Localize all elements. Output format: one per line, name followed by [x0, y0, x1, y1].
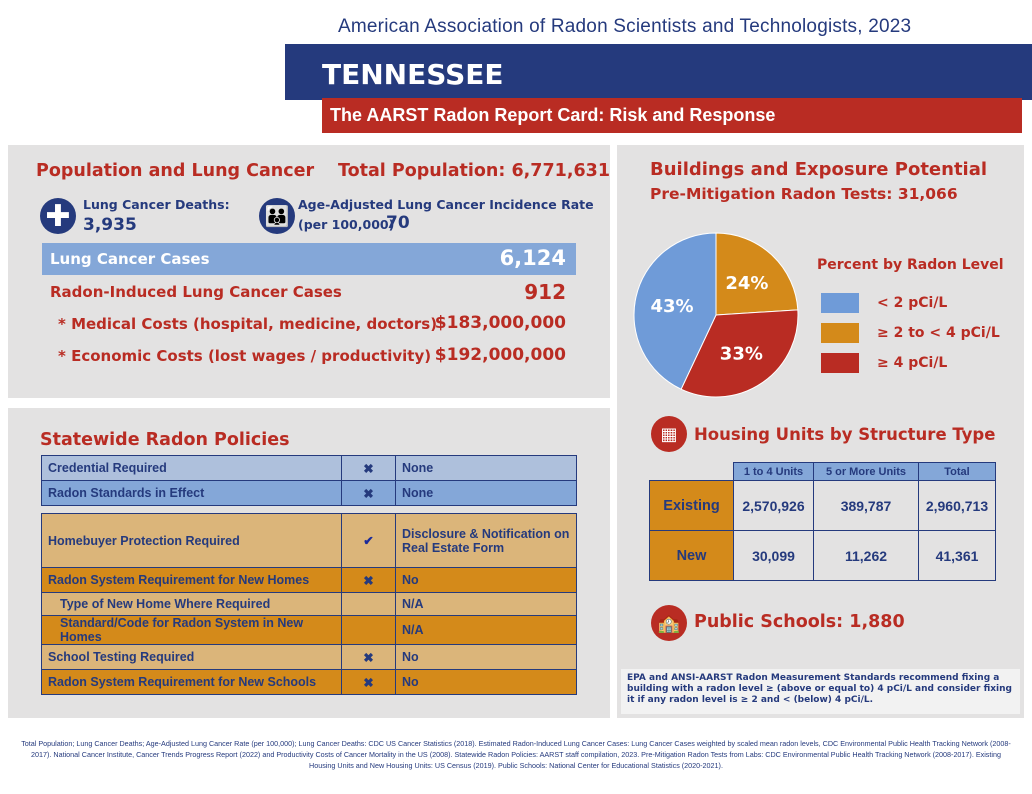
- policy-label: Radon System Requirement for New Homes: [41, 567, 342, 593]
- pie-slice: [680, 309, 799, 398]
- sources-footer: Total Population; Lung Cancer Deaths; Ag…: [21, 739, 1011, 770]
- policy-label: Credential Required: [41, 455, 342, 481]
- radon-pie-chart: 24% 33% 43%: [633, 232, 799, 398]
- economic-costs-label: * Economic Costs (lost wages / productiv…: [58, 347, 432, 365]
- checkmark-icon: ✔: [341, 513, 396, 568]
- policy-row: Radon System Requirement for New Schools…: [41, 669, 577, 695]
- policy-row: Homebuyer Protection Required ✔ Disclosure…: [41, 513, 577, 568]
- policy-value: N/A: [395, 592, 577, 616]
- policy-label: School Testing Required: [41, 644, 342, 670]
- policy-row: Standard/Code for Radon System in New Ho…: [41, 615, 577, 645]
- cases-bar: Lung Cancer Cases 6,124: [42, 243, 576, 275]
- policy-value: Disclosure & Notification on Real Estate…: [395, 513, 577, 568]
- housing-cell: 2,570,926: [733, 480, 814, 531]
- policy-label: Type of New Home Where Required: [41, 592, 342, 616]
- policies-panel: Statewide Radon Policies Credential Requ…: [8, 408, 610, 718]
- cases-label: Lung Cancer Cases: [50, 250, 210, 268]
- medical-cross-icon: ✚: [40, 198, 76, 234]
- legend-swatch: [821, 353, 859, 373]
- policy-value: No: [395, 669, 577, 695]
- housing-column-header: 1 to 4 Units: [733, 462, 814, 481]
- radon-cases-value: 912: [524, 280, 566, 304]
- radon-cases-label: Radon-Induced Lung Cancer Cases: [50, 283, 342, 301]
- legend-item: ≥ 2 to < 4 pCi/L: [821, 323, 1000, 343]
- policies-table-a: Credential Required ✖ None Radon Standards …: [41, 455, 577, 506]
- total-population: Total Population: 6,771,631: [338, 161, 611, 181]
- housing-column-header: Total: [918, 462, 996, 481]
- housing-cell: 41,361: [918, 530, 996, 581]
- policy-row: School Testing Required ✖ No: [41, 644, 577, 670]
- x-mark-icon: ✖: [341, 644, 396, 670]
- population-panel: Population and Lung Cancer Total Populat…: [8, 145, 610, 398]
- empty-status: [341, 592, 396, 616]
- buildings-title: Buildings and Exposure Potential: [650, 159, 988, 180]
- epa-note: EPA and ANSI-AARST Radon Measurement Sta…: [621, 669, 1020, 714]
- policy-row: Type of New Home Where Required N/A: [41, 592, 577, 616]
- housing-cell: 2,960,713: [918, 480, 996, 531]
- subtitle-banner: [322, 98, 1022, 133]
- policy-label: Radon Standards in Effect: [41, 480, 342, 506]
- pie-slice-label: 43%: [650, 296, 693, 317]
- school-icon: 🏫: [651, 605, 687, 641]
- legend-swatch: [821, 293, 859, 313]
- cases-value: 6,124: [499, 246, 566, 270]
- policies-title: Statewide Radon Policies: [40, 430, 290, 450]
- pie-slice-label: 33%: [720, 343, 763, 364]
- medical-costs-value: $183,000,000: [434, 313, 566, 333]
- policy-value: None: [395, 480, 577, 506]
- housing-cell: 11,262: [813, 530, 919, 581]
- organization-title: American Association of Radon Scientists…: [338, 16, 912, 37]
- apartment-building-icon: ▦: [651, 416, 687, 452]
- x-mark-icon: ✖: [341, 480, 396, 506]
- empty-status: [341, 615, 396, 645]
- incidence-unit: (per 100,000): [298, 217, 395, 232]
- legend-label: ≥ 4 pCi/L: [877, 355, 948, 371]
- incidence-label: Age-Adjusted Lung Cancer Incidence Rate: [298, 197, 594, 212]
- x-mark-icon: ✖: [341, 567, 396, 593]
- incidence-value: 70: [386, 213, 410, 233]
- legend-label: ≥ 2 to < 4 pCi/L: [877, 325, 1000, 341]
- housing-row-label: Existing: [649, 480, 734, 531]
- family-icon: 👪: [259, 198, 295, 234]
- policy-value: None: [395, 455, 577, 481]
- policy-value: N/A: [395, 615, 577, 645]
- pie-slice: [633, 232, 717, 390]
- policy-value: No: [395, 644, 577, 670]
- medical-costs-label: * Medical Costs (hospital, medicine, doc…: [58, 315, 438, 333]
- housing-column-header: 5 or More Units: [813, 462, 919, 481]
- policies-table-b: Homebuyer Protection Required ✔ Disclosure…: [41, 513, 577, 695]
- policy-row: Credential Required ✖ None: [41, 455, 577, 481]
- state-banner: [285, 44, 1032, 100]
- policy-label: Standard/Code for Radon System in New Ho…: [41, 615, 342, 645]
- policy-label: Radon System Requirement for New Schools: [41, 669, 342, 695]
- housing-title: Housing Units by Structure Type: [694, 425, 996, 444]
- legend-item: ≥ 4 pCi/L: [821, 353, 947, 373]
- housing-row-label: New: [649, 530, 734, 581]
- pie-slice: [715, 232, 799, 316]
- deaths-label: Lung Cancer Deaths:: [83, 197, 230, 212]
- housing-cell: 30,099: [733, 530, 814, 581]
- radon-tests: Pre-Mitigation Radon Tests: 31,066: [650, 185, 958, 203]
- state-name: TENNESSEE: [322, 58, 504, 91]
- housing-table: 1 to 4 Units 5 or More Units Total Existing…: [649, 462, 996, 581]
- pie-slice-label: 24%: [725, 273, 768, 294]
- legend-title: Percent by Radon Level: [817, 257, 1004, 273]
- population-title: Population and Lung Cancer: [36, 161, 315, 181]
- report-subtitle: The AARST Radon Report Card: Risk and Re…: [330, 105, 776, 125]
- legend-swatch: [821, 323, 859, 343]
- x-mark-icon: ✖: [341, 669, 396, 695]
- legend-label: < 2 pCi/L: [877, 295, 948, 311]
- economic-costs-value: $192,000,000: [434, 345, 566, 365]
- policy-label: Homebuyer Protection Required: [41, 513, 342, 568]
- housing-cell: 389,787: [813, 480, 919, 531]
- x-mark-icon: ✖: [341, 455, 396, 481]
- legend-item: < 2 pCi/L: [821, 293, 947, 313]
- public-schools: Public Schools: 1,880: [694, 612, 905, 632]
- deaths-value: 3,935: [83, 215, 137, 235]
- policy-row: Radon Standards in Effect ✖ None: [41, 480, 577, 506]
- policy-row: Radon System Requirement for New Homes ✖ N…: [41, 567, 577, 593]
- policy-value: No: [395, 567, 577, 593]
- buildings-panel: Buildings and Exposure Potential Pre-Mit…: [617, 145, 1024, 718]
